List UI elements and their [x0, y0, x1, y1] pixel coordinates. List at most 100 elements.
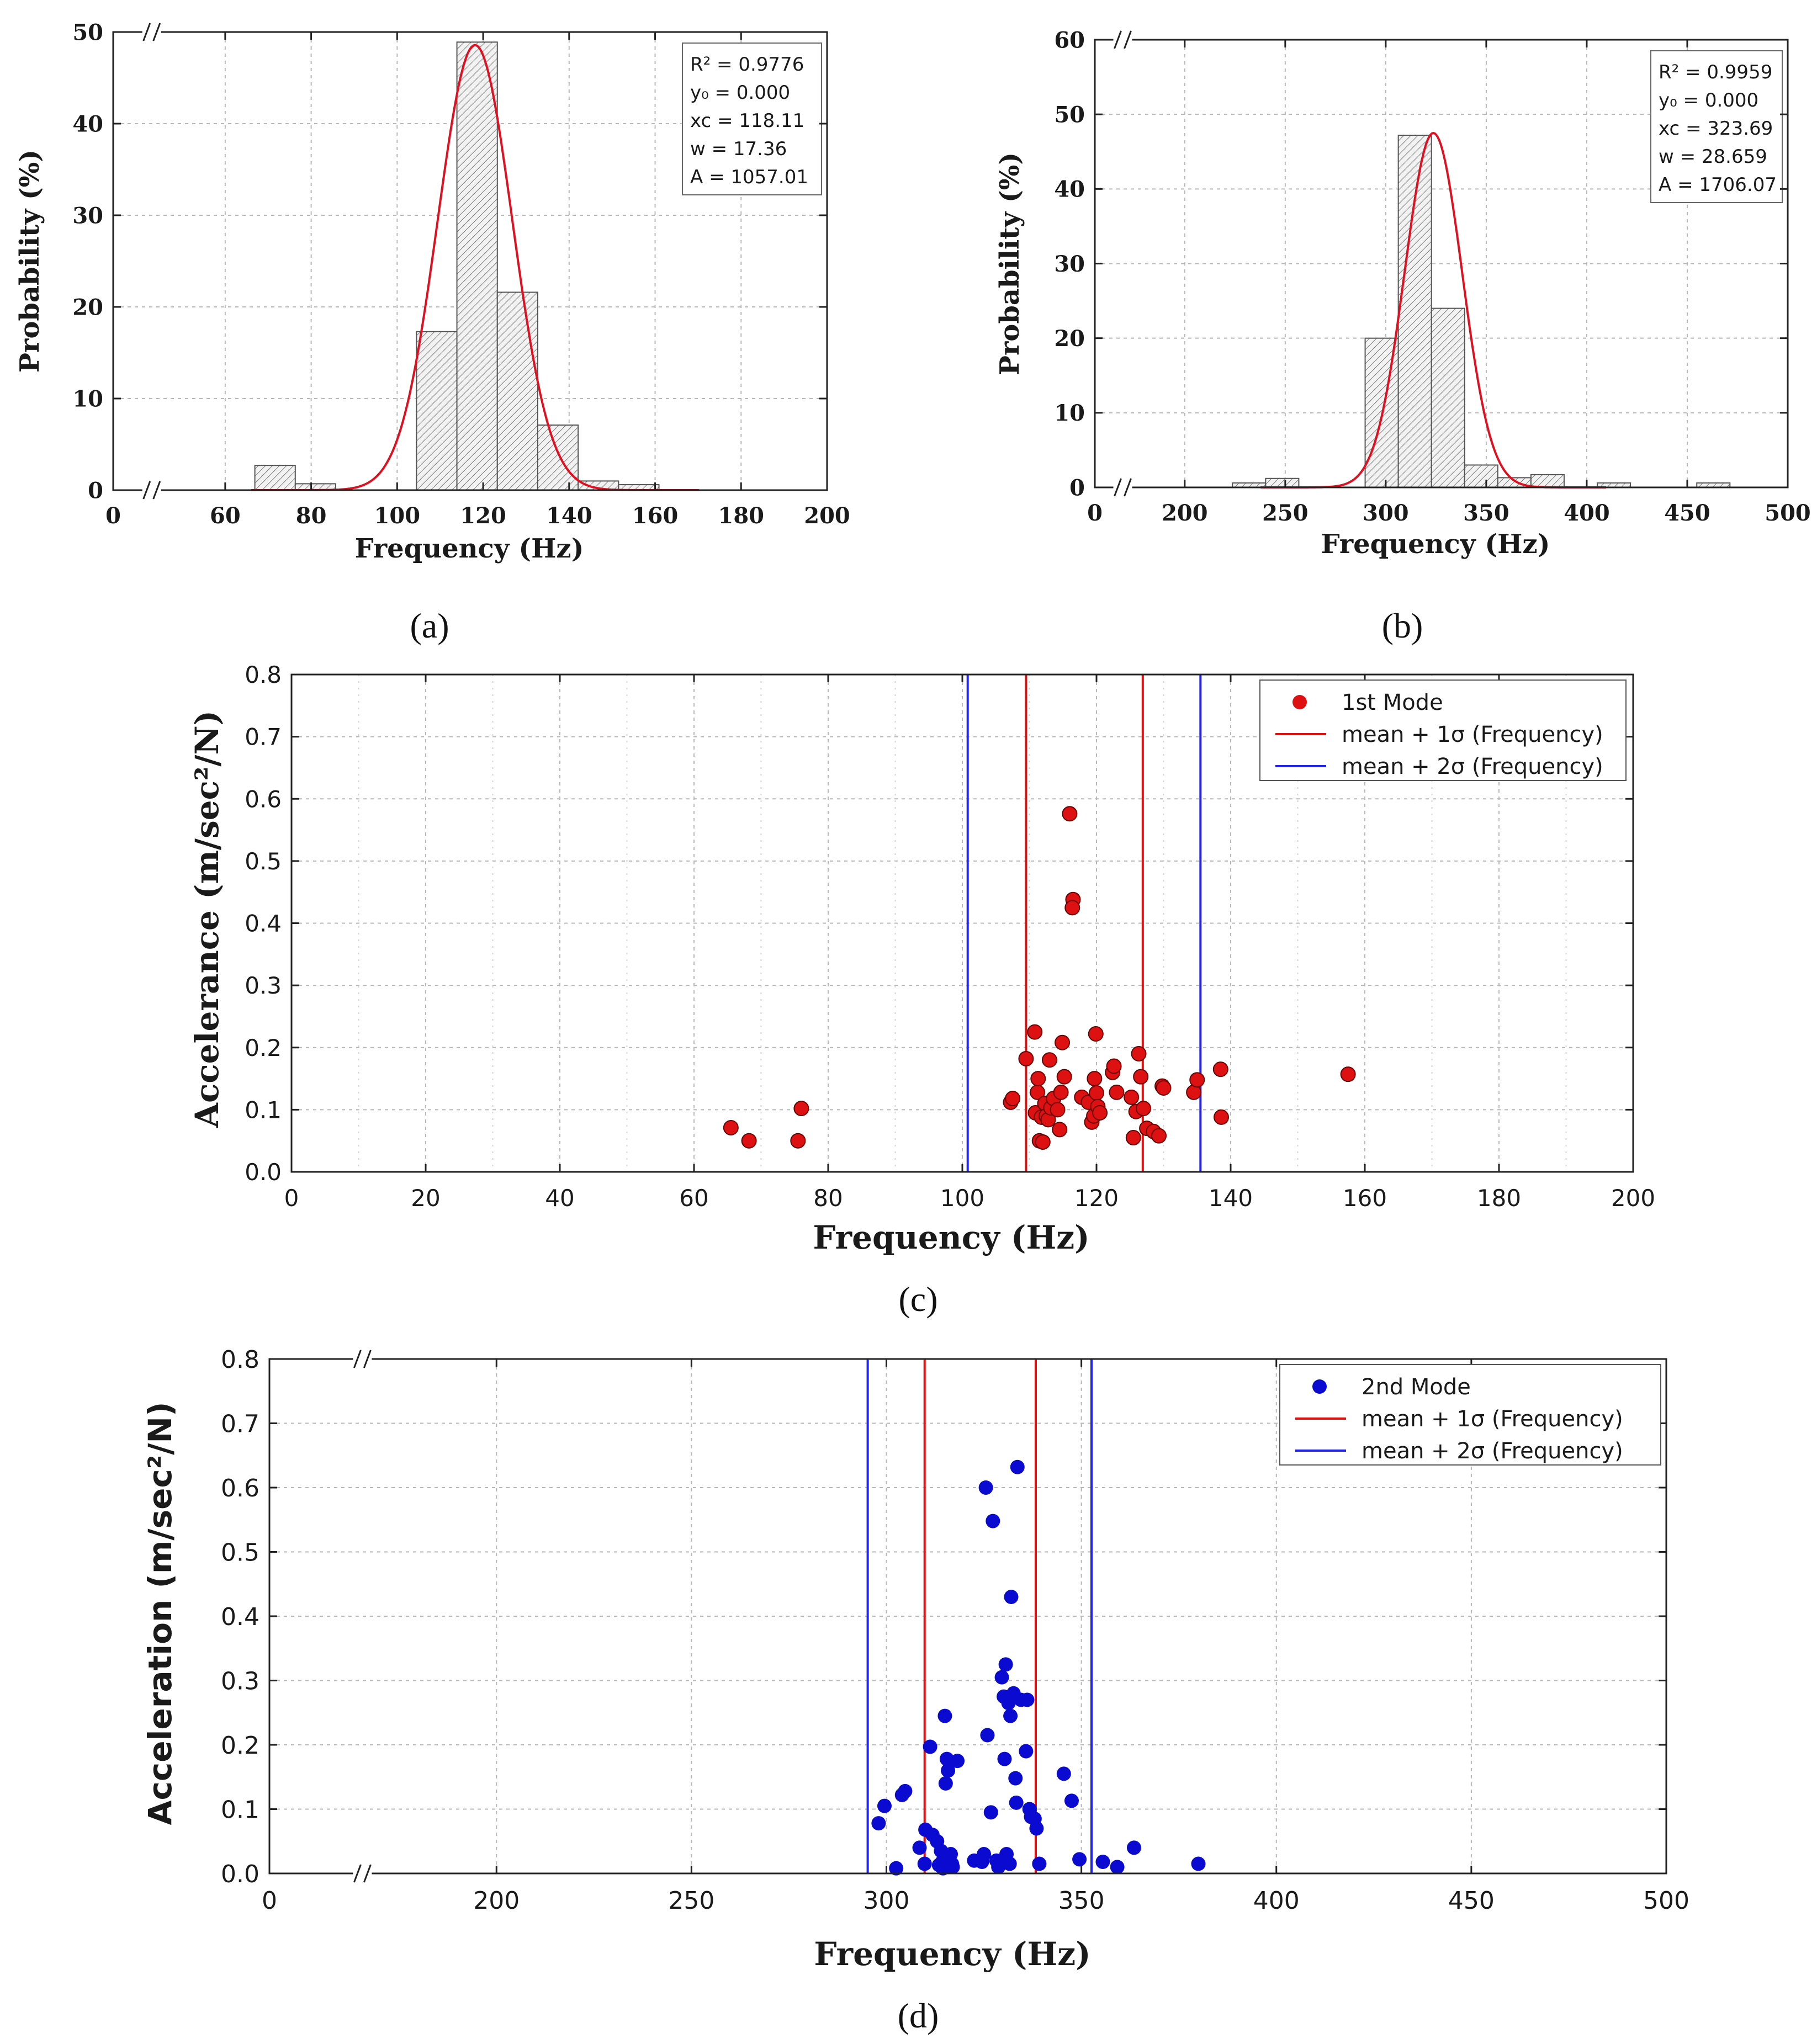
data-point — [1213, 1109, 1229, 1125]
data-point — [994, 1670, 1009, 1685]
plot-frame — [112, 31, 828, 491]
axis-break-mark — [1114, 30, 1122, 49]
data-point — [937, 1708, 952, 1723]
data-point — [1133, 1069, 1149, 1085]
sigma-lines — [866, 1359, 1093, 1873]
data-point — [1003, 1708, 1018, 1723]
data-point — [1189, 1072, 1205, 1088]
data-point — [977, 1847, 992, 1862]
axis-break-mark — [1124, 30, 1132, 49]
y-tick-label: 0 — [1069, 475, 1085, 501]
axis-break-mark — [142, 23, 151, 41]
legend-label: mean + 2σ (Frequency) — [1342, 754, 1603, 779]
axis-break-mark — [353, 1864, 362, 1883]
data-point — [998, 1657, 1013, 1672]
data-point — [877, 1798, 892, 1813]
data-point — [1131, 1046, 1147, 1062]
x-tick-label: 200 — [804, 503, 850, 529]
x-axis-label: Frequency (Hz) — [1321, 529, 1550, 560]
y-tick-label: 0.5 — [221, 1538, 259, 1567]
data-point — [790, 1133, 806, 1149]
x-tick-label: 0 — [284, 1185, 299, 1212]
y-tick-label: 10 — [72, 386, 103, 412]
fit-stat-3: w = 17.36 — [690, 138, 787, 160]
data-point — [983, 1805, 998, 1820]
y-tick-label: 0.1 — [245, 1096, 282, 1123]
data-point — [938, 1776, 953, 1791]
x-axis-label: Frequency (Hz) — [355, 533, 584, 564]
ticks — [292, 673, 1634, 1173]
y-tick-label: 0.7 — [221, 1410, 259, 1438]
data-point — [1212, 1061, 1228, 1077]
x-tick-label: 450 — [1448, 1887, 1495, 1915]
data-point — [1002, 1856, 1017, 1871]
histogram-bar — [254, 465, 296, 491]
y-tick-label: 0.8 — [245, 661, 282, 688]
data-point — [1136, 1101, 1152, 1117]
axis-break-mark — [1114, 478, 1122, 497]
data-point — [1027, 1024, 1043, 1040]
fit-stat-1: y₀ = 0.000 — [1659, 89, 1758, 112]
x-tick-label: 200 — [1162, 500, 1208, 526]
fit-stat-4: A = 1706.07 — [1659, 174, 1777, 196]
histogram-bar — [416, 331, 458, 491]
y-axis-label: Acceleration (m/sec²/N) — [141, 1402, 179, 1825]
histogram-bar — [1431, 307, 1465, 488]
y-tick-label: 0.3 — [221, 1667, 259, 1695]
x-tick-label: 80 — [296, 503, 327, 529]
x-tick-label: 350 — [1058, 1887, 1105, 1915]
series-points — [723, 806, 1356, 1150]
data-point — [1029, 1821, 1044, 1836]
x-axis-label: Frequency (Hz) — [814, 1935, 1090, 1973]
data-point — [1020, 1692, 1035, 1707]
y-tick-label: 30 — [72, 203, 103, 229]
data-point — [978, 1480, 993, 1495]
y-tick-label: 0.5 — [245, 848, 282, 875]
data-point — [1062, 806, 1078, 822]
data-point — [1018, 1051, 1034, 1067]
data-point — [1106, 1058, 1122, 1074]
legend-label: mean + 1σ (Frequency) — [1362, 1406, 1623, 1432]
x-tick-label: 40 — [545, 1185, 574, 1212]
y-axis-label: Accelerance (m/sec²/N) — [188, 710, 226, 1128]
y-tick-label: 40 — [1054, 177, 1085, 203]
data-point — [1052, 1122, 1068, 1138]
chart-d: 0.0 0.1 0.2 0.3 0.4 0.5 0.6 0.7 0.8 0 200 250 300 350… — [141, 1346, 1689, 2035]
series-points — [871, 1459, 1206, 1876]
chart-b: R² = 0.9959 y₀ = 0.000 xc = 323.69 w = 28.6… — [994, 27, 1811, 645]
y-tick-label: 50 — [1054, 102, 1085, 128]
legend-box — [1259, 679, 1627, 781]
x-tick-label: 400 — [1253, 1887, 1300, 1915]
data-point — [1151, 1128, 1167, 1144]
x-tick-label: 500 — [1765, 500, 1811, 526]
x-tick-label: 140 — [1209, 1185, 1253, 1212]
data-point — [1035, 1134, 1051, 1150]
panel-caption: (c) — [898, 1280, 937, 1319]
histogram-bar — [1265, 477, 1300, 489]
x-tick-label: 120 — [460, 503, 506, 529]
legend-box — [1279, 1364, 1661, 1466]
y-tick-label: 0.4 — [221, 1603, 259, 1631]
data-point — [898, 1783, 913, 1798]
x-tick-label: 60 — [679, 1185, 708, 1212]
y-tick-label: 20 — [1054, 326, 1085, 352]
axis-break-mark — [142, 481, 151, 500]
fit-stat-1: y₀ = 0.000 — [690, 82, 790, 104]
x-tick-label: 0 — [262, 1887, 277, 1915]
data-point — [793, 1101, 809, 1117]
data-point — [723, 1120, 739, 1136]
legend-marker-icon — [1292, 695, 1307, 709]
axis-break-mark — [152, 23, 161, 41]
y-tick-label: 0.1 — [221, 1796, 259, 1824]
y-tick-label: 0 — [88, 477, 103, 503]
x-tick-label: 120 — [1074, 1185, 1119, 1212]
fit-stat-0: R² = 0.9959 — [1659, 61, 1772, 83]
data-point — [1064, 1793, 1079, 1808]
fit-stat-0: R² = 0.9776 — [690, 54, 804, 76]
data-point — [1087, 1071, 1103, 1087]
data-point — [912, 1840, 927, 1855]
data-point — [889, 1861, 904, 1876]
data-point — [1064, 900, 1080, 916]
data-point — [1072, 1852, 1087, 1867]
